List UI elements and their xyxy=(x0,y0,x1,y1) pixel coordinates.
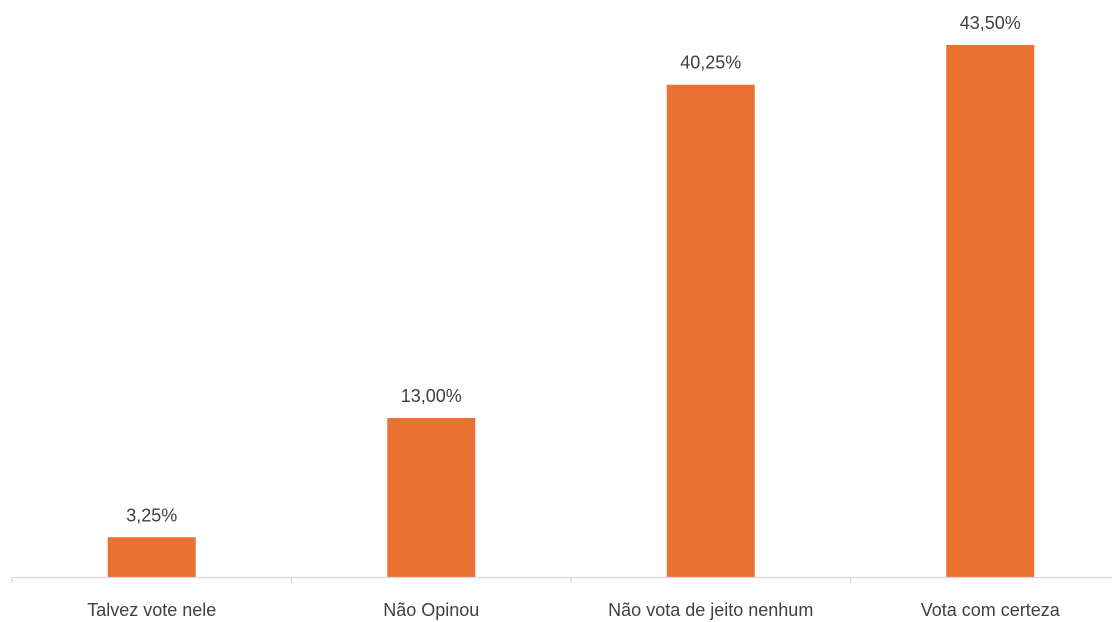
data-label: 13,00% xyxy=(401,386,462,406)
category-label: Não vota de jeito nenhum xyxy=(608,600,813,620)
bars-layer xyxy=(107,45,1035,577)
bar xyxy=(946,45,1035,577)
x-axis xyxy=(11,576,1112,583)
category-labels-layer: Talvez vote nele Não Opinou Não vota de je… xyxy=(87,600,1061,620)
category-label: Talvez vote nele xyxy=(87,600,216,620)
category-label: Não Opinou xyxy=(383,600,479,620)
data-label: 40,25% xyxy=(680,53,741,73)
data-label: 3,25% xyxy=(126,505,177,525)
data-labels-layer: 3,25% 13,00% 40,25% 43,50% xyxy=(126,13,1021,525)
category-label: Vota com certeza xyxy=(921,600,1061,620)
bar xyxy=(107,537,196,577)
bar xyxy=(666,84,755,577)
bar xyxy=(387,418,476,577)
data-label: 43,50% xyxy=(960,13,1021,33)
